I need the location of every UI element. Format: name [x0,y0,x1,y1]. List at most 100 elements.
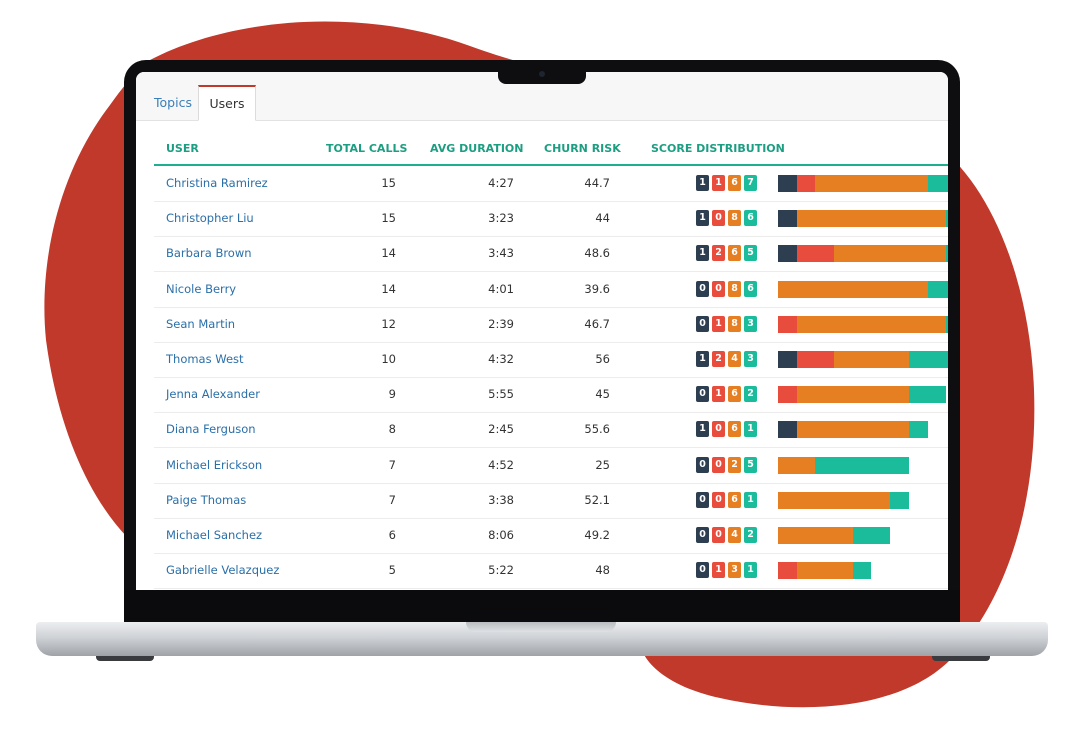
total-calls-value: 6 [388,528,396,542]
total-calls-value: 14 [381,281,396,296]
score-badge: 1 [712,562,725,579]
score-badge: 6 [728,175,741,191]
score-badge: 0 [712,210,725,227]
churn-risk-value: 48.6 [584,246,610,261]
score-badge: 2 [744,527,757,543]
table-row[interactable]: Nicole Berry 14 4:01 39.6 0 0 8 6 [154,272,948,308]
score-badge: 6 [728,421,741,438]
table-row[interactable]: Sean Martin 12 2:39 46.7 0 1 8 3 [154,307,948,343]
score-segment [927,175,948,192]
score-badge: 5 [744,456,757,473]
user-name-link[interactable]: Paige Thomas [166,492,247,507]
table-row[interactable]: Diana Ferguson 8 2:45 55.6 1 0 6 1 [154,412,948,449]
score-badge: 3 [744,351,757,367]
user-name-link[interactable]: Sean Martin [166,316,236,331]
col-avg-duration[interactable]: AVG DURATION [430,142,524,155]
churn-risk-value: 48 [595,563,610,578]
score-segment [946,245,948,263]
score-badge: 0 [696,456,709,473]
table-row[interactable]: Thomas West 10 4:32 56 1 2 4 3 [154,342,948,378]
table-row[interactable]: Michael Erickson 7 4:52 25 0 0 2 5 [154,448,948,484]
churn-risk-value: 25 [595,457,610,472]
table-row[interactable]: Christina Ramirez 15 4:27 44.7 1 1 6 7 [154,166,948,202]
score-badge: 2 [712,245,725,262]
total-calls-value: 8 [388,422,396,437]
user-name-link[interactable]: Michael Sanchez [166,528,263,542]
laptop-screen: Topics Users USER TOTAL CALLS AVG DURATI… [136,72,948,590]
table-row[interactable]: Christopher Liu 15 3:23 44 1 0 8 6 [154,201,948,238]
score-badge: 1 [744,562,757,579]
table-row[interactable]: Jenna Alexander 9 5:55 45 0 1 6 2 [154,377,948,414]
score-segment [778,210,797,228]
score-segment [796,351,835,368]
score-badge: 0 [712,421,725,438]
user-name-link[interactable]: Diana Ferguson [166,422,256,437]
total-calls-value: 7 [388,492,396,507]
score-badge: 0 [696,315,709,332]
total-calls-value: 15 [381,211,396,226]
col-score-distribution[interactable]: SCORE DISTRIBUTION [651,142,785,155]
score-badge: 0 [696,562,709,579]
score-badge: 6 [728,245,741,262]
user-name-link[interactable]: Thomas West [166,352,244,366]
table-row[interactable]: Gabrielle Velazquez 5 5:22 48 0 1 3 1 [154,553,948,590]
churn-risk-value: 52.1 [584,492,610,507]
table-row[interactable]: Michael Sanchez 6 8:06 49.2 0 0 4 2 [154,518,948,554]
user-name-link[interactable]: Barbara Brown [166,246,252,261]
score-badge: 1 [712,315,725,332]
table-header: USER TOTAL CALLS AVG DURATION CHURN RISK… [154,134,948,166]
col-user[interactable]: USER [166,142,199,155]
score-badge: 2 [744,386,757,403]
score-segment [908,421,928,439]
avg-duration-value: 4:01 [488,281,514,296]
score-segment [778,491,891,509]
score-segment [778,527,853,544]
user-name-link[interactable]: Christopher Liu [166,211,254,226]
score-badge: 6 [728,491,741,508]
avg-duration-value: 3:38 [488,492,514,507]
user-name-link[interactable]: Nicole Berry [166,281,237,296]
score-badge: 2 [728,456,741,473]
score-segment [834,351,909,368]
tab-topics[interactable]: Topics [154,95,192,110]
avg-duration-value: 2:45 [488,422,514,437]
user-name-link[interactable]: Christina Ramirez [166,176,268,190]
score-badge: 0 [696,527,709,543]
tab-users[interactable]: Users [198,85,256,121]
avg-duration-value: 5:55 [488,387,514,402]
score-segment [778,245,797,263]
user-name-link[interactable]: Michael Erickson [166,457,263,472]
score-badge: 0 [712,527,725,543]
user-name-link[interactable]: Jenna Alexander [166,387,260,402]
col-churn-risk[interactable]: CHURN RISK [544,142,621,155]
laptop-chin [124,590,960,622]
table-row[interactable]: Paige Thomas 7 3:38 52.1 0 0 6 1 [154,483,948,519]
score-badge: 5 [744,245,757,262]
score-segment [796,386,909,404]
laptop-foot-right [932,656,990,661]
table-row[interactable]: Barbara Brown 14 3:43 48.6 1 2 6 5 [154,236,948,273]
total-calls-value: 12 [381,316,396,331]
col-total-calls[interactable]: TOTAL CALLS [326,142,408,155]
score-segment [796,175,816,192]
score-segment [796,315,947,333]
camera-icon [539,71,545,77]
score-badge: 3 [744,315,757,332]
user-name-link[interactable]: Gabrielle Velazquez [166,563,280,578]
score-segment [946,315,948,333]
score-badge: 1 [712,175,725,191]
score-segment [778,421,797,439]
score-badge: 1 [712,386,725,403]
score-badge: 0 [696,491,709,508]
score-badge: 0 [696,386,709,403]
score-segment [796,210,947,228]
score-badge: 6 [728,386,741,403]
score-segment [946,210,948,228]
